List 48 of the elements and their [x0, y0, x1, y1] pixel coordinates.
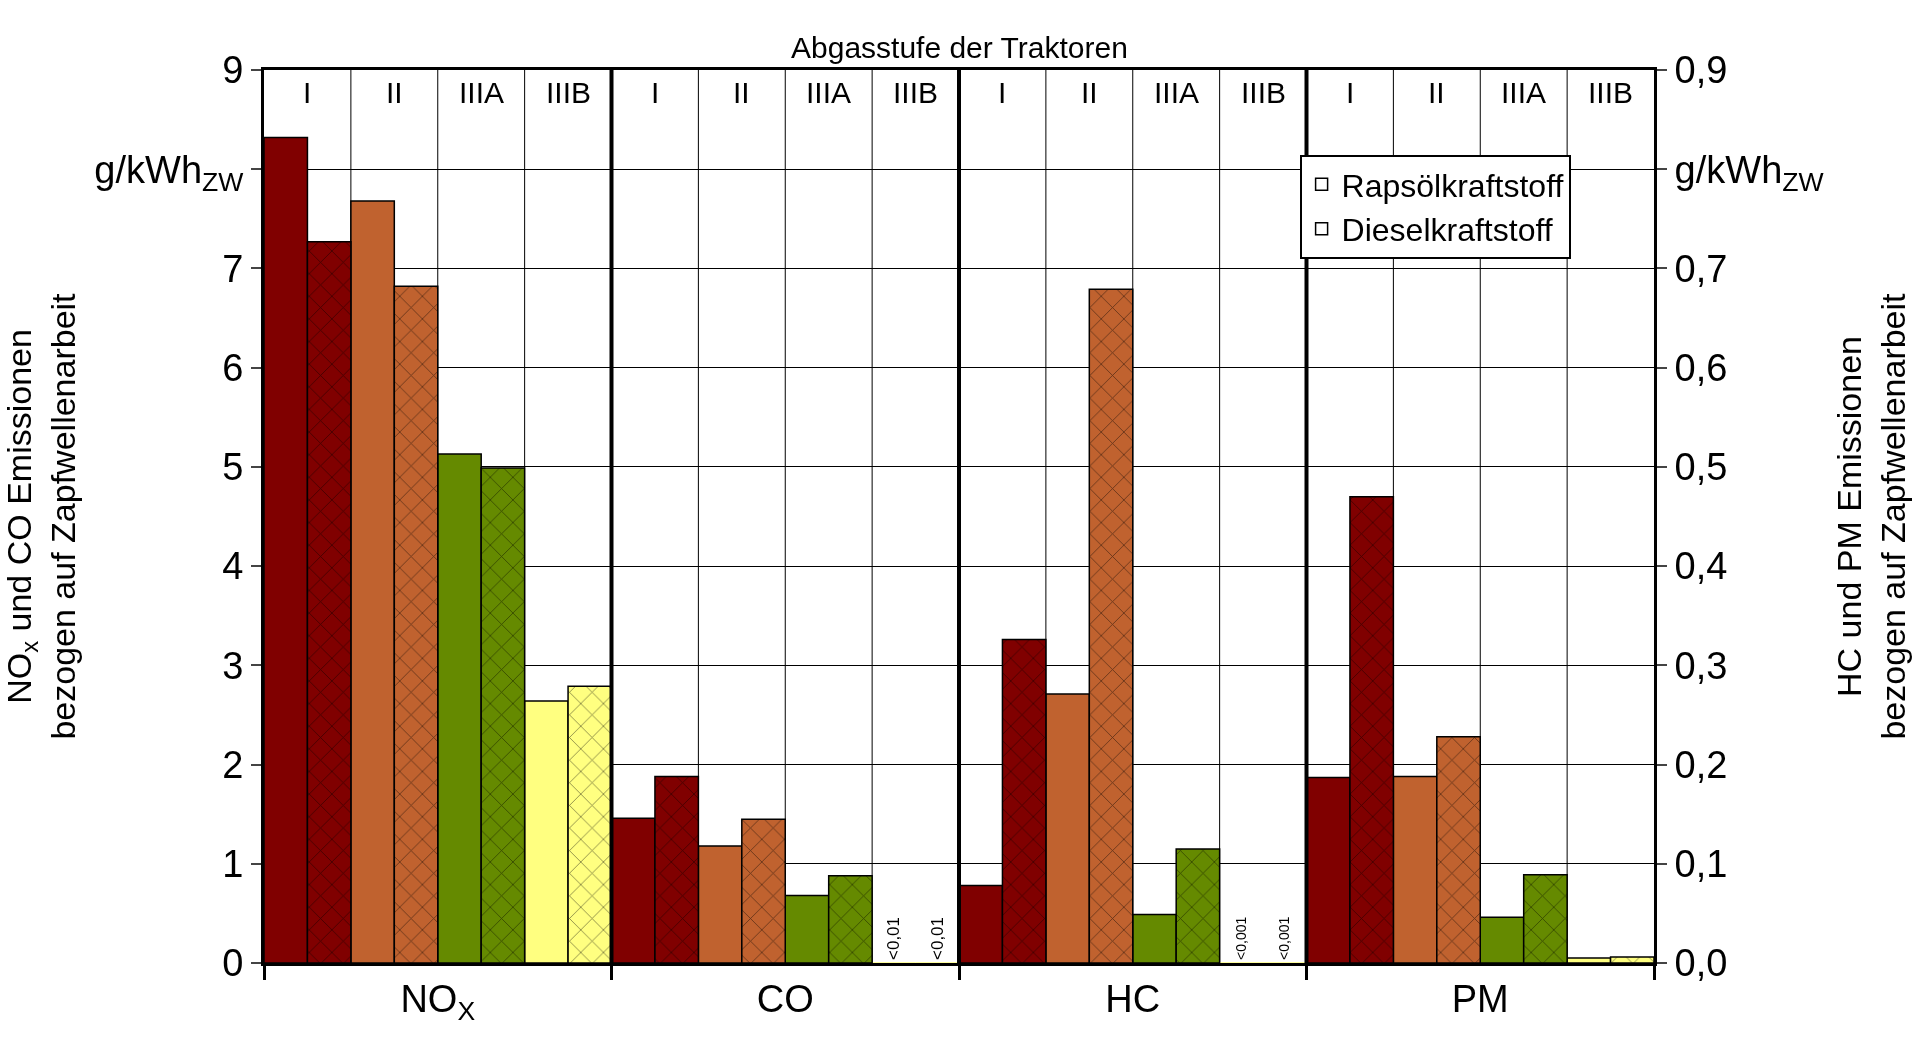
x-tick-label: IIIA: [1154, 76, 1200, 109]
text: CO: [756, 977, 814, 1020]
x-tick-label: I: [998, 76, 1007, 109]
y-tick-label: 3: [222, 644, 244, 687]
y2-tick-label: 0,4: [1674, 545, 1728, 588]
x-tick-label: IIIB: [1241, 76, 1287, 109]
x-tick-label: II: [386, 76, 403, 109]
y-tick-label: 6: [222, 346, 244, 389]
x-tick-label: I: [303, 76, 312, 109]
legend-label: Rapsölkraftstoff: [1341, 167, 1564, 204]
y-tick-label: 7: [222, 247, 244, 290]
data-label: <0,01: [927, 916, 947, 960]
x-tick-label: I: [651, 76, 660, 109]
y2-tick-label: 0,1: [1674, 843, 1728, 886]
y-tick-label: 2: [222, 743, 244, 786]
data-label: <0,001: [1232, 916, 1249, 960]
y-tick-label: 1: [222, 843, 244, 886]
x-tick-label: IIIA: [459, 76, 505, 109]
y2-axis-title: HC und PM Emissionen bezogen auf Zapfwellenarbeit: [1829, 292, 1913, 740]
y2-tick-label: 0,6: [1674, 346, 1728, 389]
y2-tick-label: 0,2: [1674, 743, 1728, 786]
legend-label: Dieselkraftstoff: [1341, 212, 1553, 249]
y2-tick-label: g/kWh$_{ZW}$: [1674, 148, 1825, 197]
x-tick-label: IIIB: [1588, 76, 1634, 109]
x-tick-label: IIIA: [806, 76, 852, 109]
y2-tick-label: 0,3: [1674, 644, 1728, 687]
y-tick-label: g/kWh$_{ZW}$: [94, 148, 245, 197]
y-tick-label: 4: [222, 545, 244, 588]
x-tick-label: II: [1081, 76, 1098, 109]
y2-tick-label: 0,0: [1674, 942, 1728, 985]
x-tick-label: IIIB: [893, 76, 939, 109]
y2-tick-label: 0,7: [1674, 247, 1728, 290]
y-tick-label: 5: [222, 446, 244, 489]
y2-tick-label: 0,9: [1674, 49, 1728, 92]
x-tick-label: IIIB: [546, 76, 592, 109]
x-tick-label: I: [1346, 76, 1355, 109]
x-tick-label: II: [1428, 76, 1445, 109]
data-label: <0,001: [1276, 916, 1293, 960]
text: NO$_{X}$: [400, 977, 476, 1026]
y-tick-label: 9: [222, 49, 244, 92]
text: PM: [1451, 977, 1509, 1020]
text: HC: [1105, 977, 1161, 1020]
x-tick-label: II: [733, 76, 750, 109]
y-tick-label: 0: [222, 942, 244, 985]
x2-axis-title: Abgasstufe der Traktoren: [791, 31, 1128, 64]
x-tick-label: IIIA: [1501, 76, 1547, 109]
data-label: <0,01: [884, 916, 904, 960]
y2-tick-label: 0,5: [1674, 446, 1728, 489]
